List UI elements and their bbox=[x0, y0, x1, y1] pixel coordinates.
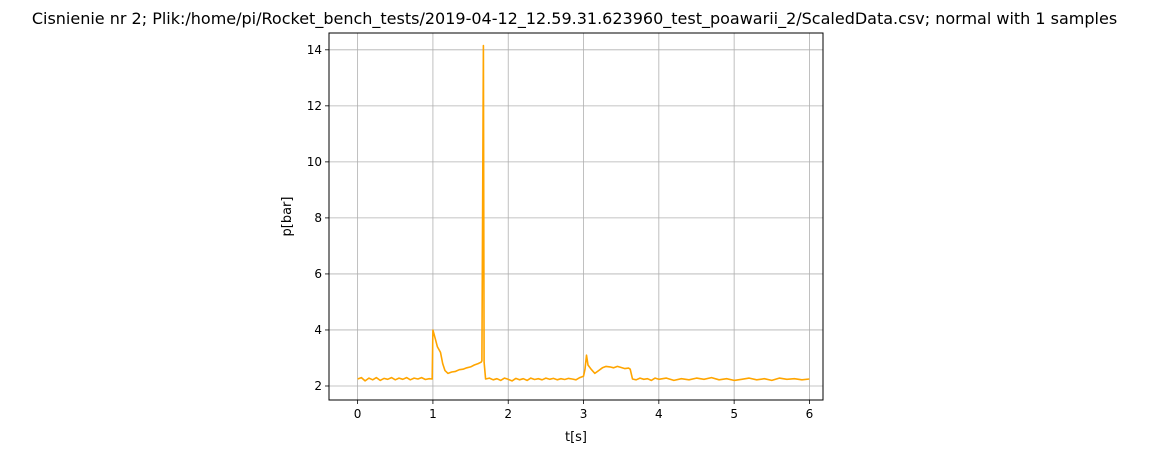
plot-frame bbox=[328, 32, 824, 401]
chart-title: Cisnienie nr 2; Plik:/home/pi/Rocket_ben… bbox=[31, 9, 1118, 28]
y-tick-label: 8 bbox=[314, 211, 322, 225]
x-axis-ticks: 0 1 2 3 4 5 6 bbox=[354, 400, 813, 421]
x-axis-label: t[s] bbox=[565, 430, 587, 445]
y-tick-label: 10 bbox=[307, 155, 322, 169]
y-axis-ticks: 2 4 6 8 10 12 14 bbox=[307, 43, 329, 393]
x-tick-label: 5 bbox=[730, 407, 738, 421]
series-line-0 bbox=[357, 44, 810, 382]
grid-lines bbox=[329, 33, 823, 400]
x-tick-label: 1 bbox=[429, 407, 437, 421]
x-tick-label: 4 bbox=[655, 407, 663, 421]
x-tick-label: 3 bbox=[580, 407, 588, 421]
y-tick-label: 14 bbox=[307, 43, 322, 57]
x-tick-label: 0 bbox=[354, 407, 362, 421]
y-tick-label: 12 bbox=[307, 99, 322, 113]
x-tick-label: 2 bbox=[504, 407, 512, 421]
x-tick-label: 6 bbox=[806, 407, 814, 421]
y-tick-label: 2 bbox=[314, 379, 322, 393]
y-tick-label: 4 bbox=[314, 323, 322, 337]
series-layer bbox=[357, 44, 810, 382]
y-axis-label: p[bar] bbox=[280, 197, 295, 237]
y-tick-label: 6 bbox=[314, 267, 322, 281]
